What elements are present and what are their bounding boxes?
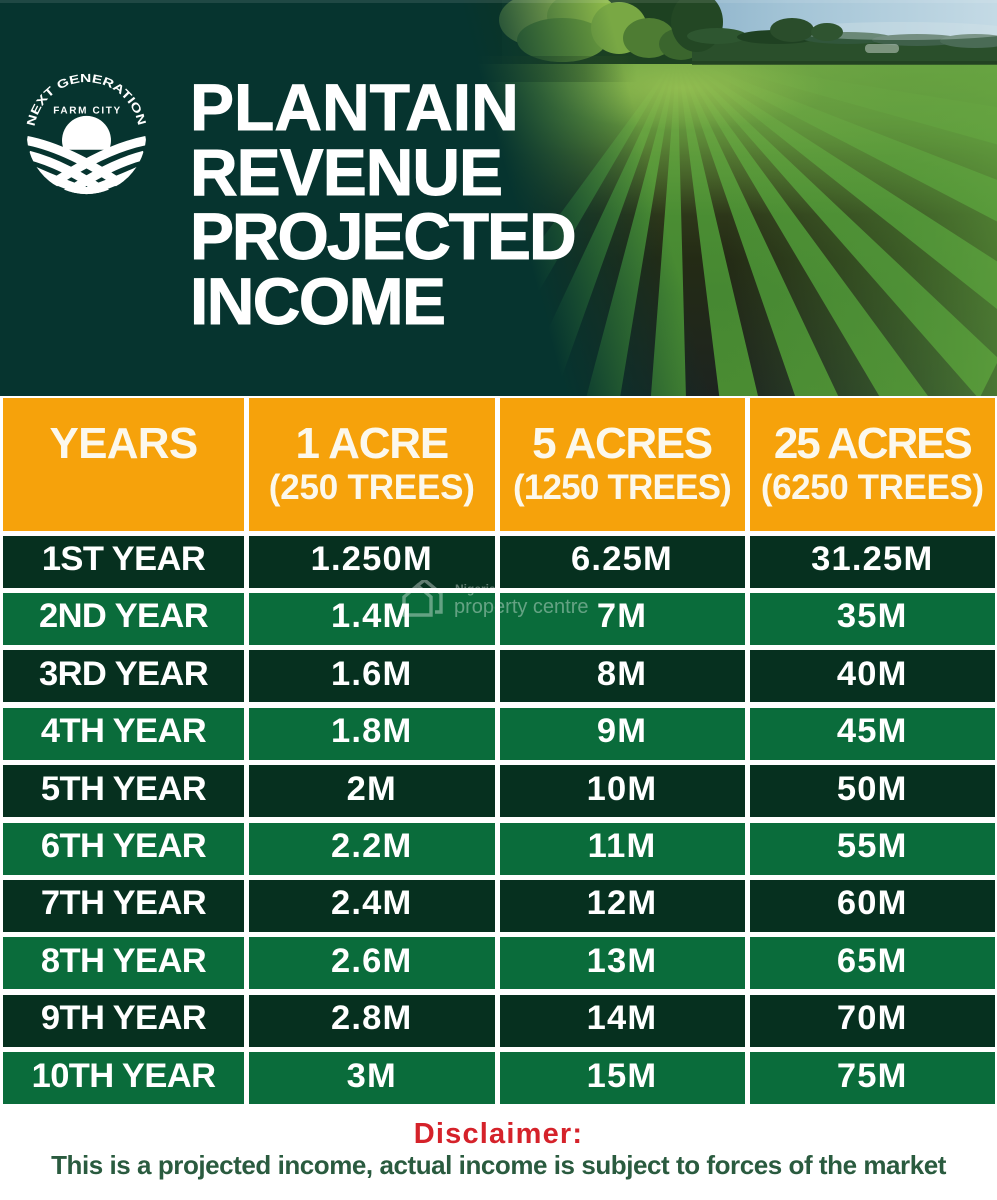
svg-text:property centre: property centre [454, 596, 589, 618]
svg-text:Nigeria: Nigeria [455, 582, 496, 596]
svg-text:FARM CITY: FARM CITY [53, 105, 122, 116]
